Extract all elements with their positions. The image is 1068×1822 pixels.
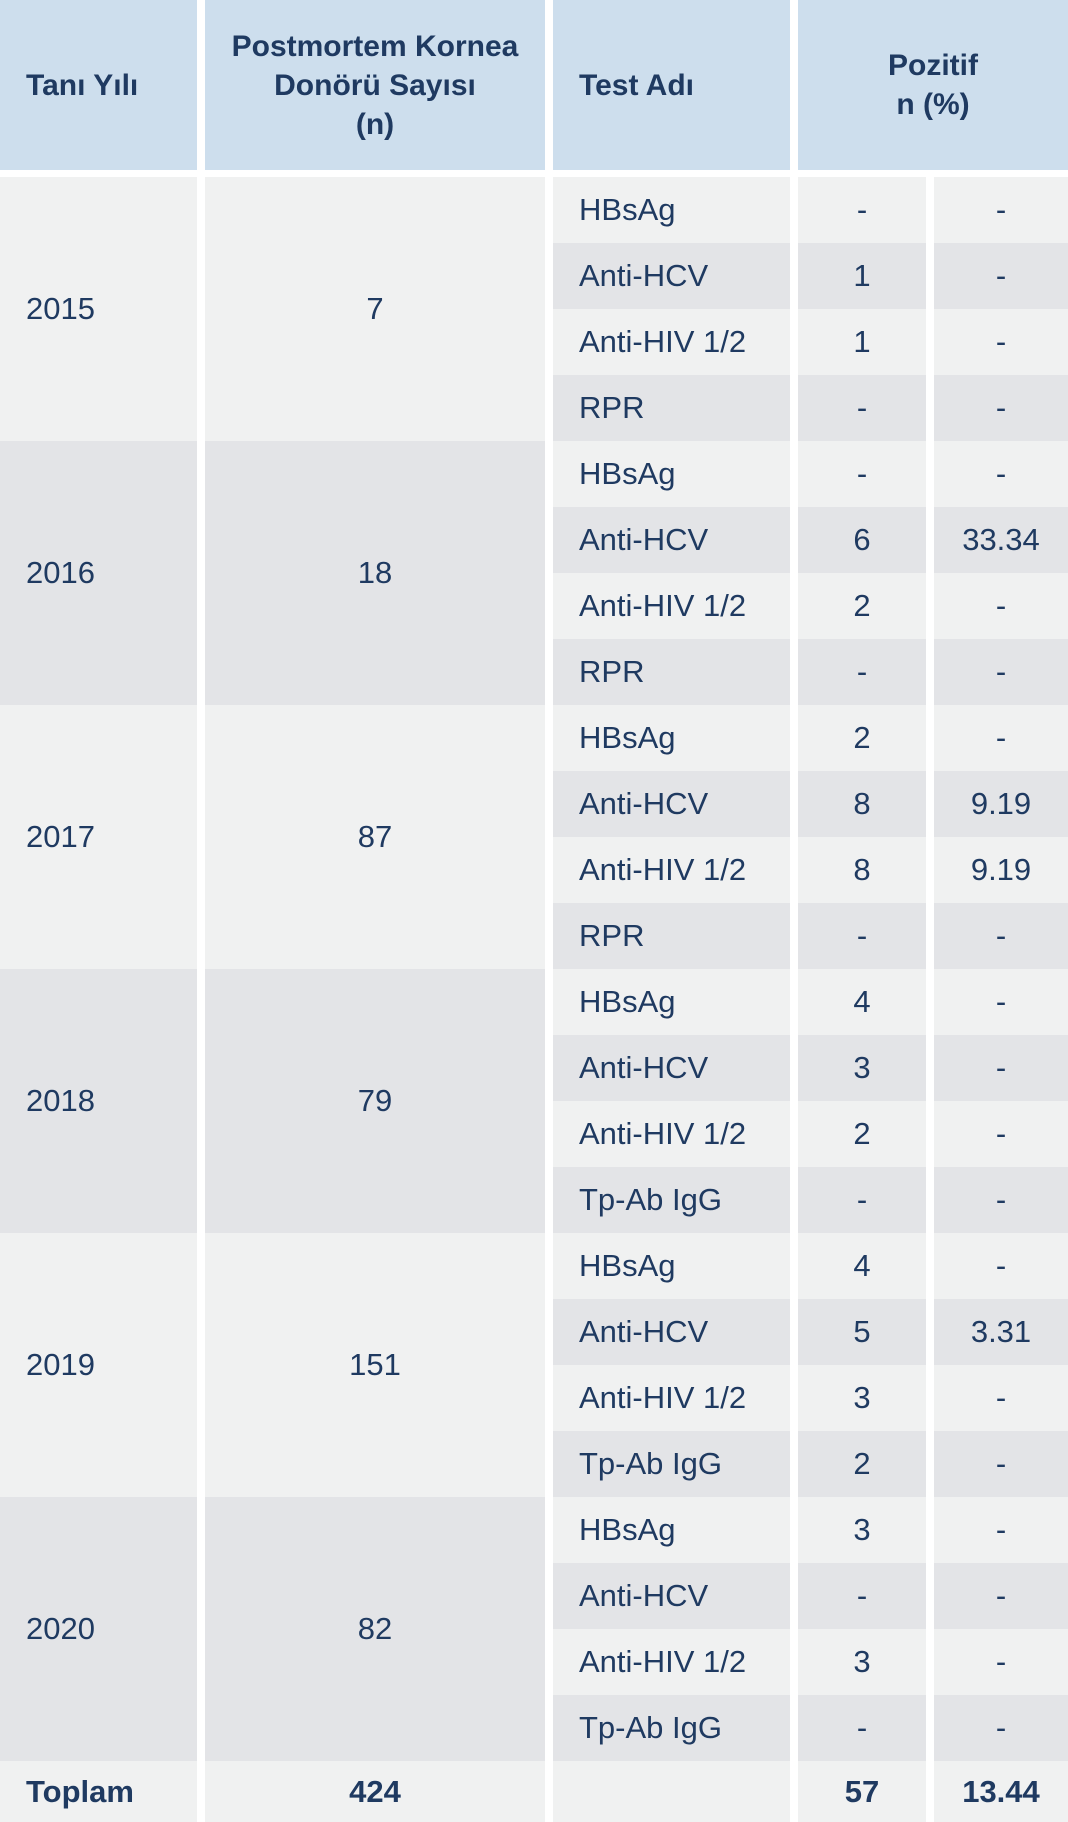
test-name-cell: Anti-HIV 1/2 [553, 1365, 790, 1431]
positive-pct-cell: - [934, 903, 1068, 969]
positive-n-cell: 3 [798, 1035, 926, 1101]
test-name-cell: Anti-HCV [553, 1035, 790, 1101]
positive-pct-cell: - [934, 639, 1068, 705]
year-cell: 2019 [0, 1233, 197, 1497]
positive-n-cell: - [798, 639, 926, 705]
positive-pct-cell: - [934, 375, 1068, 441]
test-name-cell: Tp-Ab IgG [553, 1431, 790, 1497]
test-name-cell: Tp-Ab IgG [553, 1167, 790, 1233]
donor-count-cell: 82 [205, 1497, 545, 1761]
test-name-cell: Anti-HCV [553, 1299, 790, 1365]
positive-n-cell: 1 [798, 309, 926, 375]
test-name-cell: Tp-Ab IgG [553, 1695, 790, 1761]
test-name-cell: Anti-HCV [553, 243, 790, 309]
positive-n-cell: 2 [798, 1101, 926, 1167]
test-name-cell: HBsAg [553, 1497, 790, 1563]
column-header-positive: Pozitif n (%) [798, 0, 1068, 170]
positive-n-cell: 2 [798, 573, 926, 639]
year-cell: 2018 [0, 969, 197, 1233]
test-name-cell: Anti-HCV [553, 771, 790, 837]
positive-n-cell: - [798, 1167, 926, 1233]
donor-count-cell: 87 [205, 705, 545, 969]
positive-pct-cell: - [934, 1497, 1068, 1563]
positive-pct-cell: - [934, 1365, 1068, 1431]
positive-n-cell: 3 [798, 1497, 926, 1563]
positive-pct-cell: 3.31 [934, 1299, 1068, 1365]
year-cell: 2015 [0, 177, 197, 441]
positive-pct-cell: - [934, 1035, 1068, 1101]
column-header-year: Tanı Yılı [0, 0, 197, 170]
positive-n-cell: 8 [798, 837, 926, 903]
test-name-cell: RPR [553, 639, 790, 705]
positive-pct-cell: - [934, 1629, 1068, 1695]
test-name-cell: HBsAg [553, 177, 790, 243]
positive-n-cell: 2 [798, 1431, 926, 1497]
positive-n-cell: 6 [798, 507, 926, 573]
positive-pct-cell: - [934, 441, 1068, 507]
total-test-empty [553, 1761, 790, 1822]
positive-pct-cell: - [934, 1431, 1068, 1497]
test-name-cell: Anti-HIV 1/2 [553, 573, 790, 639]
donor-count-cell: 7 [205, 177, 545, 441]
positive-pct-cell: - [934, 705, 1068, 771]
positive-n-cell: 3 [798, 1365, 926, 1431]
positive-pct-cell: 9.19 [934, 771, 1068, 837]
positive-pct-cell: - [934, 969, 1068, 1035]
test-name-cell: Anti-HCV [553, 1563, 790, 1629]
table-header-row: Tanı Yılı Postmortem Kornea Donörü Sayıs… [0, 0, 1068, 170]
positive-n-cell: - [798, 375, 926, 441]
year-cell: 2016 [0, 441, 197, 705]
total-positive-pct: 13.44 [934, 1761, 1068, 1822]
test-name-cell: RPR [553, 903, 790, 969]
test-name-cell: Anti-HIV 1/2 [553, 837, 790, 903]
total-row: Toplam 424 57 13.44 [0, 1761, 1068, 1822]
positive-pct-cell: - [934, 1167, 1068, 1233]
test-name-cell: Anti-HIV 1/2 [553, 1101, 790, 1167]
positive-pct-cell: 33.34 [934, 507, 1068, 573]
positive-n-cell: - [798, 1695, 926, 1761]
column-header-test: Test Adı [553, 0, 790, 170]
test-name-cell: Anti-HCV [553, 507, 790, 573]
column-header-donors: Postmortem Kornea Donörü Sayısı (n) [205, 0, 545, 170]
positive-n-cell: 8 [798, 771, 926, 837]
positive-n-cell: 4 [798, 1233, 926, 1299]
test-name-cell: HBsAg [553, 441, 790, 507]
positive-n-cell: 4 [798, 969, 926, 1035]
positive-pct-cell: - [934, 243, 1068, 309]
positive-n-cell: - [798, 441, 926, 507]
positive-n-cell: 5 [798, 1299, 926, 1365]
positive-pct-cell: - [934, 1695, 1068, 1761]
positive-pct-cell: - [934, 309, 1068, 375]
total-positive-n: 57 [798, 1761, 926, 1822]
donor-count-cell: 151 [205, 1233, 545, 1497]
positive-n-cell: - [798, 1563, 926, 1629]
positive-pct-cell: - [934, 1563, 1068, 1629]
donor-count-cell: 79 [205, 969, 545, 1233]
positive-pct-cell: - [934, 573, 1068, 639]
table-body: 2015 7 HBsAg - - Anti-HCV 1 - Anti-HIV 1… [0, 177, 1068, 1761]
donor-count-cell: 18 [205, 441, 545, 705]
total-donor-count: 424 [205, 1761, 545, 1822]
positive-pct-cell: 9.19 [934, 837, 1068, 903]
year-cell: 2017 [0, 705, 197, 969]
test-name-cell: RPR [553, 375, 790, 441]
test-name-cell: HBsAg [553, 969, 790, 1035]
test-name-cell: Anti-HIV 1/2 [553, 1629, 790, 1695]
positive-n-cell: 3 [798, 1629, 926, 1695]
positive-n-cell: - [798, 903, 926, 969]
positive-n-cell: 1 [798, 243, 926, 309]
positive-n-cell: - [798, 177, 926, 243]
year-cell: 2020 [0, 1497, 197, 1761]
positive-pct-cell: - [934, 1233, 1068, 1299]
test-name-cell: Anti-HIV 1/2 [553, 309, 790, 375]
total-label: Toplam [0, 1761, 197, 1822]
test-name-cell: HBsAg [553, 705, 790, 771]
test-name-cell: HBsAg [553, 1233, 790, 1299]
positive-pct-cell: - [934, 1101, 1068, 1167]
positive-pct-cell: - [934, 177, 1068, 243]
positive-n-cell: 2 [798, 705, 926, 771]
